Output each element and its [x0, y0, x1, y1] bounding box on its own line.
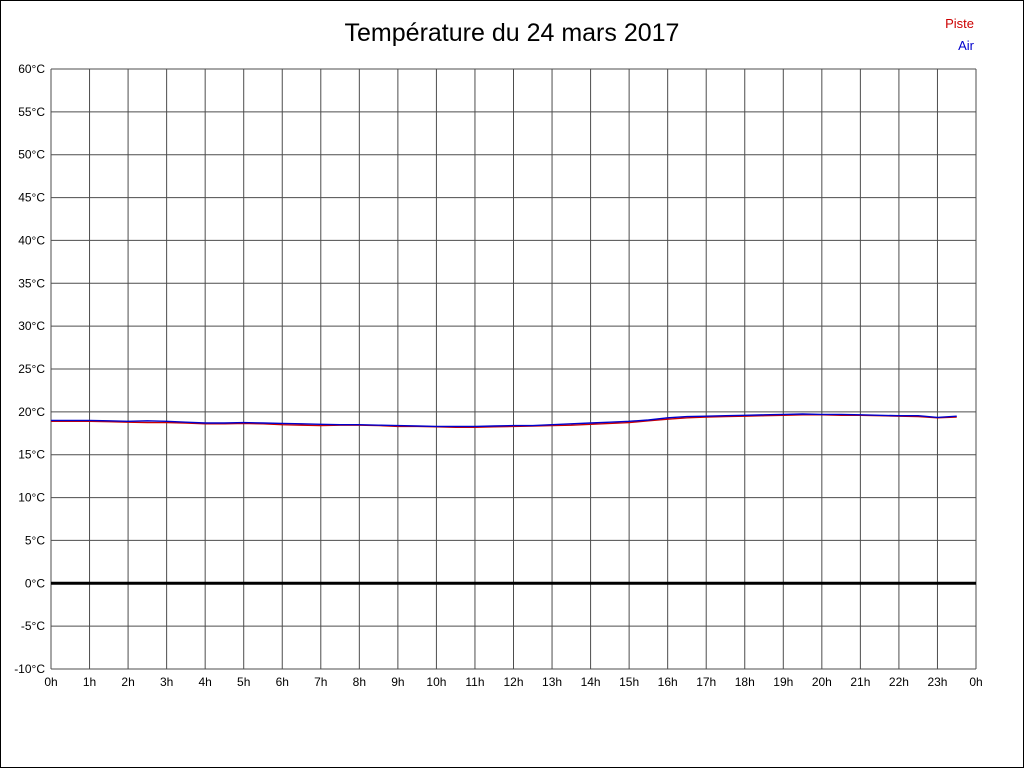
y-tick-label: -5°C	[21, 619, 45, 633]
x-tick-label: 20h	[812, 675, 832, 689]
x-tick-label: 23h	[927, 675, 947, 689]
y-tick-label: 25°C	[18, 362, 45, 376]
x-tick-label: 5h	[237, 675, 250, 689]
x-tick-label: 14h	[581, 675, 601, 689]
series-line-air	[51, 413, 957, 428]
y-tick-label: 15°C	[18, 448, 45, 462]
x-tick-label: 12h	[503, 675, 523, 689]
y-tick-label: 5°C	[25, 533, 45, 547]
x-tick-label: 1h	[83, 675, 96, 689]
x-tick-label: 19h	[773, 675, 793, 689]
legend-air-label: Air	[958, 38, 974, 53]
y-tick-label: 55°C	[18, 105, 45, 119]
x-tick-label: 21h	[850, 675, 870, 689]
x-tick-label: 0h	[44, 675, 57, 689]
x-tick-label: 6h	[276, 675, 289, 689]
x-tick-label: 9h	[391, 675, 404, 689]
y-tick-label: 35°C	[18, 276, 45, 290]
y-tick-label: 0°C	[25, 576, 45, 590]
x-tick-label: 17h	[696, 675, 716, 689]
y-tick-label: 40°C	[18, 233, 45, 247]
x-tick-label: 0h	[969, 675, 982, 689]
y-tick-label: 30°C	[18, 319, 45, 333]
y-tick-label: -10°C	[14, 662, 45, 676]
x-tick-label: 18h	[735, 675, 755, 689]
x-tick-label: 4h	[198, 675, 211, 689]
y-tick-label: 60°C	[18, 62, 45, 76]
legend: Piste Air	[945, 13, 974, 57]
chart-title: Température du 24 mars 2017	[344, 19, 680, 47]
x-tick-label: 7h	[314, 675, 327, 689]
legend-piste-label: Piste	[945, 16, 974, 31]
series-line-piste	[51, 414, 957, 428]
x-tick-label: 10h	[426, 675, 446, 689]
x-tick-label: 15h	[619, 675, 639, 689]
x-tick-label: 11h	[465, 675, 484, 689]
x-tick-label: 8h	[353, 675, 366, 689]
y-tick-label: 45°C	[18, 191, 45, 205]
y-tick-label: 10°C	[18, 491, 45, 505]
x-tick-label: 16h	[658, 675, 678, 689]
y-tick-label: 50°C	[18, 148, 45, 162]
y-tick-label: 20°C	[18, 405, 45, 419]
x-tick-label: 2h	[121, 675, 134, 689]
x-tick-label: 22h	[889, 675, 909, 689]
x-tick-label: 3h	[160, 675, 173, 689]
x-tick-label: 13h	[542, 675, 562, 689]
